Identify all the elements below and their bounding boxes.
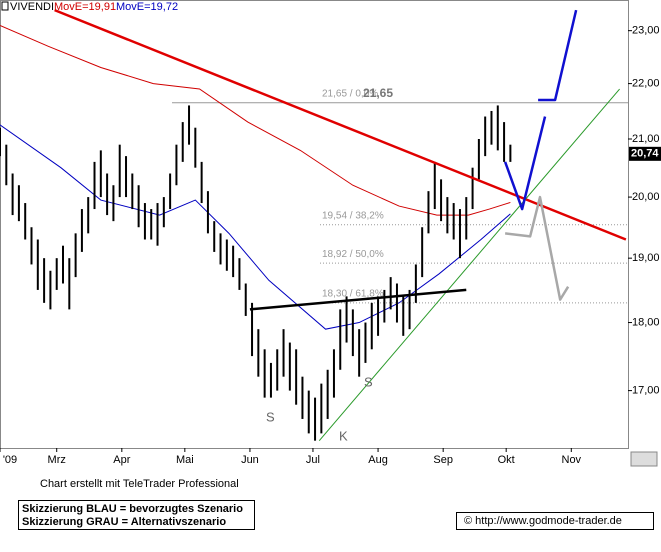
y-tick-label: 21,00	[632, 133, 660, 145]
level-value: 21,65	[363, 86, 393, 100]
trend-drawing	[249, 288, 467, 311]
trend-drawing	[503, 116, 547, 211]
y-tick-label: 18,00	[632, 316, 660, 328]
legend-entry: MovE=19,72	[116, 1, 178, 13]
y-tick-label: 17,00	[632, 385, 660, 397]
scroll-icon	[630, 451, 658, 467]
trend-drawing	[538, 9, 578, 102]
level-label: 21,65 / 0,0%	[322, 88, 378, 99]
x-tick-label: Sep	[433, 454, 453, 466]
y-tick-label: 19,00	[632, 252, 660, 264]
x-tick-label: Jul	[306, 454, 320, 466]
chart-title: VIVENDI	[10, 1, 54, 13]
moving-average	[0, 124, 511, 330]
pattern-mark: S	[364, 374, 373, 389]
level-label: 19,54 / 38,2%	[322, 210, 384, 221]
y-tick-label: 20,00	[632, 191, 660, 203]
legend-box	[1, 1, 9, 11]
trend-drawing	[318, 88, 620, 441]
legend-entry: MovE=19,91	[54, 1, 116, 13]
level-label: 18,92 / 50,0%	[322, 249, 384, 260]
x-tick-label: '09	[3, 454, 17, 466]
source: © http://www.godmode-trader.de	[464, 515, 622, 527]
last-price-box	[629, 146, 661, 161]
x-tick-label: Jun	[241, 454, 259, 466]
x-tick-label: Aug	[368, 454, 388, 466]
pattern-mark: S	[266, 409, 275, 424]
x-tick-label: Mrz	[48, 454, 66, 466]
legend-line: Skizzierung BLAU = bevorzugtes Szenario	[22, 503, 243, 515]
level-label: 18,30 / 61,8%	[322, 289, 384, 300]
credit: Chart erstellt mit TeleTrader Profession…	[40, 478, 239, 490]
y-tick-label: 22,00	[632, 78, 660, 90]
moving-average	[0, 25, 511, 216]
x-tick-label: Okt	[498, 454, 515, 466]
y-tick-label: 23,00	[632, 25, 660, 37]
source-frame	[456, 512, 654, 530]
last-price-label: 20,74	[631, 148, 659, 160]
pattern-mark: K	[339, 428, 348, 443]
trend-drawing	[54, 8, 627, 241]
plot-area: 21,65 / 0,0% 19,54 / 38,2% 18,92 / 50,0% 18…	[0, 8, 628, 441]
x-tick-label: Apr	[113, 454, 130, 466]
plot-frame	[0, 0, 629, 449]
legend-frame	[18, 500, 255, 530]
x-tick-label: Mai	[176, 454, 194, 466]
trend-drawing	[504, 195, 570, 301]
legend-line: Skizzierung GRAU = Alternativszenario	[22, 516, 226, 528]
x-tick-label: Nov	[562, 454, 582, 466]
